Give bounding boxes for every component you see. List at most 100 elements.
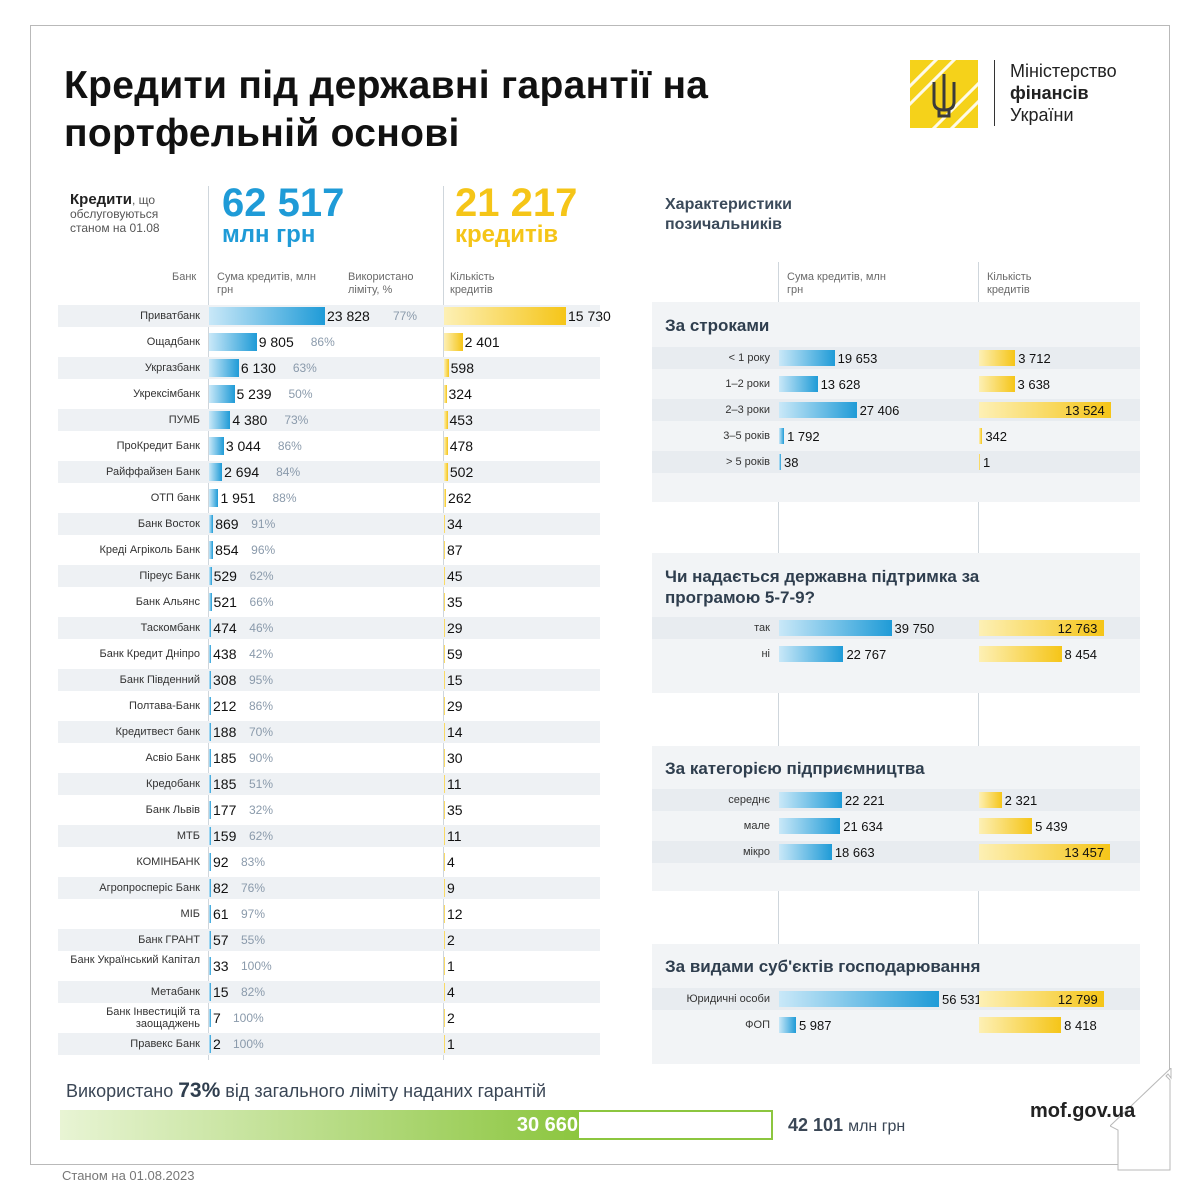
bank-name: Метабанк (150, 986, 200, 998)
kpi-total-count-unit: кредитів (455, 221, 559, 248)
count-value: 12 (447, 906, 463, 922)
amount-value: 854 (215, 542, 239, 558)
amount-bar (779, 402, 857, 418)
amount-bar (209, 359, 239, 377)
count-bar (444, 749, 445, 767)
table-row-bg (58, 409, 600, 431)
header-bank: Банк (172, 271, 197, 283)
count-value: 2 (447, 932, 455, 948)
amount-value: 869 (215, 516, 239, 532)
count-bar (444, 983, 445, 1001)
category-label: мале (743, 820, 770, 832)
count-value: 4 (447, 984, 455, 1000)
amount-bar (209, 801, 211, 819)
logo-line-1: Міністерство (1010, 61, 1117, 81)
amount-bar (209, 567, 212, 585)
limit-used-percent: 77% (393, 309, 418, 323)
amount-value: 159 (213, 828, 237, 844)
table-row-bg (58, 1033, 600, 1055)
category-label: середнє (728, 794, 770, 806)
page-frame (30, 25, 1170, 1165)
usage-used-value: 30 660 (516, 1114, 578, 1136)
limit-used-percent: 88% (272, 491, 297, 505)
count-bar (444, 697, 445, 715)
header-amount: Сума кредитів, млн грн (217, 271, 316, 296)
kpi-label-bold: Кредити (70, 191, 132, 208)
section-row-bg (652, 451, 1140, 473)
count-value: 598 (450, 360, 474, 376)
count-bar (444, 541, 445, 559)
limit-used-percent: 83% (241, 855, 266, 869)
amount-bar (209, 671, 211, 689)
category-label: 1–2 роки (725, 378, 770, 390)
limit-used-percent: 66% (249, 595, 274, 609)
amount-bar (209, 931, 211, 949)
amount-bar (209, 1035, 211, 1053)
usage-summary: Використано 73% від загального ліміту на… (66, 1080, 546, 1102)
count-value: 13 457 (1064, 845, 1105, 860)
count-value: 15 730 (568, 308, 611, 324)
bank-name: Піреус Банк (139, 570, 200, 582)
limit-used-percent: 51% (249, 777, 274, 791)
amount-bar (209, 879, 211, 897)
amount-bar (779, 1017, 796, 1033)
count-bar (979, 818, 1033, 834)
table-row-bg (58, 461, 600, 483)
amount-bar (779, 844, 832, 860)
bank-name: Кредитвест банк (115, 726, 201, 738)
amount-value: 23 828 (327, 308, 370, 324)
bank-name: Банк Кредит Дніпро (99, 648, 201, 660)
amount-value: 2 694 (224, 464, 260, 480)
website-link[interactable]: mof.gov.ua (1030, 1100, 1136, 1122)
limit-used-percent: 96% (251, 543, 276, 557)
section-title: За строками (665, 316, 770, 335)
logo-line-2: фінансів (1010, 83, 1089, 103)
bank-name: Банк Південний (119, 674, 200, 686)
table-row-bg (58, 721, 600, 743)
table-row-bg (58, 825, 600, 847)
trident-logo-icon (904, 54, 984, 134)
usage-bar-fill (60, 1110, 579, 1140)
count-value: 13 524 (1065, 403, 1105, 418)
section-row-bg (652, 347, 1140, 369)
count-bar (979, 402, 1111, 418)
amount-bar (779, 428, 785, 444)
count-value: 11 (447, 776, 462, 792)
usage-total-unit: млн грн (848, 1118, 906, 1135)
amount-value: 188 (213, 724, 237, 740)
count-value: 45 (447, 568, 463, 584)
amount-bar (209, 515, 214, 533)
amount-value: 177 (213, 802, 237, 818)
amount-bar (209, 619, 212, 637)
count-bar (979, 376, 1015, 392)
table-row-bg (58, 981, 600, 1003)
amount-value: 7 (213, 1010, 221, 1026)
limit-used-percent: 95% (249, 673, 274, 687)
count-value: 35 (447, 802, 463, 818)
category-label: 2–3 роки (725, 404, 770, 416)
logo-divider (994, 60, 995, 126)
amount-value: 438 (213, 646, 237, 662)
count-value: 12 763 (1057, 621, 1098, 636)
count-bar (444, 593, 445, 611)
amount-value: 5 239 (236, 386, 272, 402)
bank-name: Кредобанк (146, 778, 200, 790)
amount-bar (779, 454, 781, 470)
amount-bar (779, 350, 835, 366)
amount-value: 2 (213, 1036, 221, 1052)
count-bar (979, 991, 1104, 1007)
count-value: 262 (448, 490, 472, 506)
amount-bar (209, 905, 211, 923)
count-bar (979, 620, 1104, 636)
amount-value: 38 (784, 455, 799, 470)
amount-value: 6 130 (240, 360, 276, 376)
count-value: 87 (447, 542, 463, 558)
amount-bar (209, 541, 214, 559)
count-bar (444, 879, 445, 897)
amount-value: 474 (213, 620, 237, 636)
count-value: 324 (448, 386, 472, 402)
table-row-bg (58, 357, 600, 379)
count-value: 1 (447, 958, 455, 974)
count-bar (979, 454, 980, 470)
table-row-bg (58, 617, 600, 639)
